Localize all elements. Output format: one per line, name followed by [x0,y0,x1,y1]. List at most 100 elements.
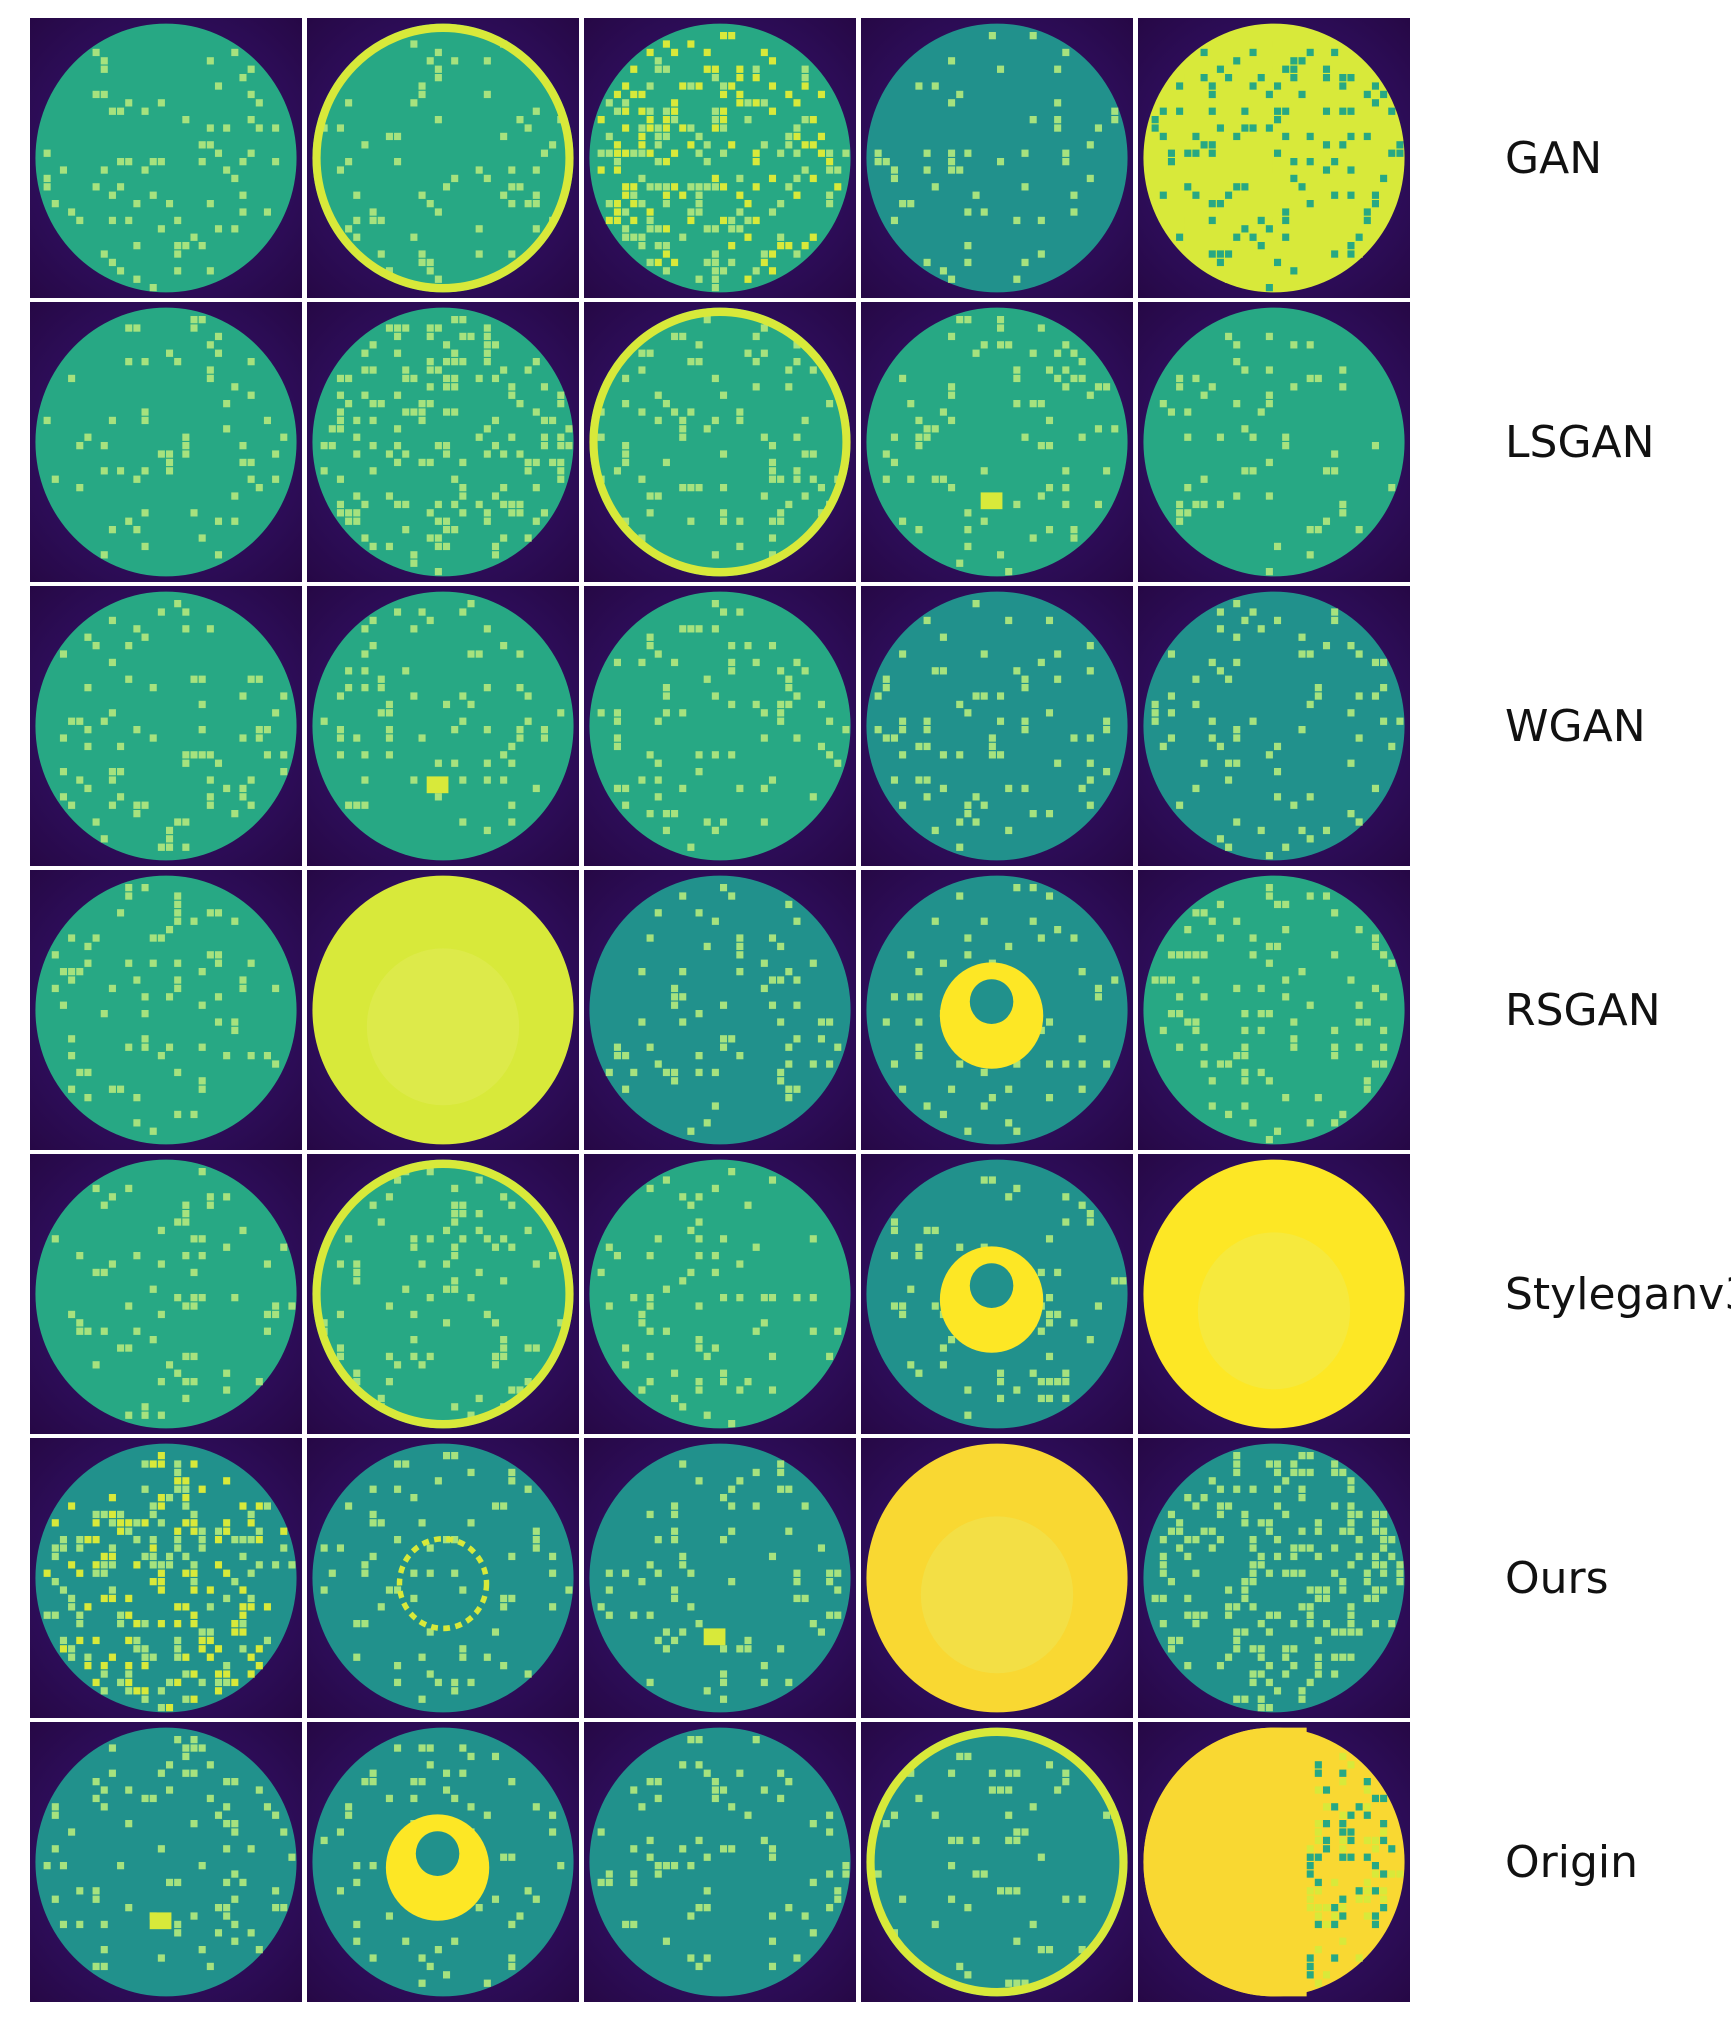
wafer-map-tile [861,1154,1133,1434]
wafer-map-image [866,1727,1128,1997]
wafer-map-tile [584,1438,856,1718]
wafer-map-image [866,1159,1128,1429]
wafer-map-image [312,1159,574,1429]
wafer-disc [589,1443,851,1713]
wafer-map-image [312,591,574,861]
wafer-disc [35,23,297,293]
wafer-map-image [35,1159,297,1429]
wafer-disc [1143,875,1405,1145]
wafer-map-tile [30,586,302,866]
wafer-map-image [312,875,574,1145]
wafer-map-image [866,23,1128,293]
wafer-disc [1143,1443,1405,1713]
wafer-disc [589,591,851,861]
wafer-map-tile [584,18,856,298]
wafer-disc [1143,1159,1405,1429]
wafer-map-tile [1138,302,1410,582]
wafer-map-tile [584,302,856,582]
wafer-map-image [1143,1159,1405,1429]
wafer-map-tile [30,870,302,1150]
row-label: LSGAN [1505,416,1655,468]
wafer-map-tile [584,1154,856,1434]
wafer-map-tile [1138,18,1410,298]
wafer-disc [1143,591,1405,861]
wafer-map-image [35,875,297,1145]
wafer-disc [866,307,1128,577]
wafer-disc [589,1727,851,1997]
wafer-map-grid [30,18,1410,2004]
wafer-disc [1143,307,1405,577]
row-label: Origin [1505,1836,1638,1888]
wafer-map-image [589,591,851,861]
wafer-disc [312,1443,574,1713]
wafer-disc [866,1443,1128,1713]
wafer-map-tile [584,586,856,866]
wafer-map-tile [30,1154,302,1434]
wafer-map-image [589,1443,851,1713]
wafer-map-tile [30,302,302,582]
wafer-disc [589,875,851,1145]
wafer-disc [589,307,851,577]
wafer-map-tile [307,870,579,1150]
wafer-map-tile [861,586,1133,866]
wafer-map-tile [861,870,1133,1150]
row-label: Styleganv3 [1505,1268,1731,1320]
wafer-map-image [1143,1443,1405,1713]
wafer-map-image [35,307,297,577]
row-labels: GAN LSGAN WGAN RSGAN Styleganv3 Ours Origin [1505,18,1731,2004]
wafer-map-tile [307,1154,579,1434]
wafer-map-tile [1138,1154,1410,1434]
wafer-map-tile [307,18,579,298]
wafer-map-image [589,307,851,577]
wafer-map-tile [861,18,1133,298]
wafer-disc [35,307,297,577]
wafer-disc [35,1443,297,1713]
wafer-disc [35,591,297,861]
wafer-disc [312,875,574,1145]
wafer-map-tile [584,870,856,1150]
wafer-map-image [35,1727,297,1997]
wafer-map-image [589,875,851,1145]
wafer-disc [589,23,851,293]
wafer-map-image [866,875,1128,1145]
wafer-map-tile [861,1438,1133,1718]
wafer-map-tile [307,302,579,582]
wafer-map-image [866,307,1128,577]
wafer-map-tile [861,1722,1133,2002]
wafer-disc [312,1159,574,1429]
wafer-map-image [312,23,574,293]
wafer-disc [866,591,1128,861]
wafer-map-image [35,23,297,293]
wafer-map-image [589,1159,851,1429]
wafer-map-image [1143,1727,1405,1997]
wafer-disc [312,591,574,861]
wafer-map-image [866,591,1128,861]
wafer-map-image [589,1727,851,1997]
wafer-disc [866,23,1128,293]
wafer-map-tile [307,586,579,866]
wafer-map-tile [307,1722,579,2002]
wafer-map-tile [30,1722,302,2002]
wafer-map-image [1143,591,1405,861]
wafer-disc [312,23,574,293]
row-label: Ours [1505,1552,1609,1604]
wafer-map-tile [861,302,1133,582]
row-label: WGAN [1505,700,1646,752]
wafer-disc [35,1727,297,1997]
row-label: RSGAN [1505,984,1661,1036]
wafer-map-tile [1138,1438,1410,1718]
wafer-disc [866,1727,1128,1997]
wafer-map-tile [30,18,302,298]
wafer-map-image [1143,307,1405,577]
wafer-map-image [1143,875,1405,1145]
wafer-map-tile [1138,586,1410,866]
wafer-map-tile [1138,870,1410,1150]
wafer-map-image [312,307,574,577]
wafer-map-image [1143,23,1405,293]
wafer-map-image [35,591,297,861]
wafer-map-image [589,23,851,293]
wafer-map-tile [1138,1722,1410,2002]
wafer-map-image [866,1443,1128,1713]
wafer-disc [35,875,297,1145]
row-label: GAN [1505,132,1603,184]
